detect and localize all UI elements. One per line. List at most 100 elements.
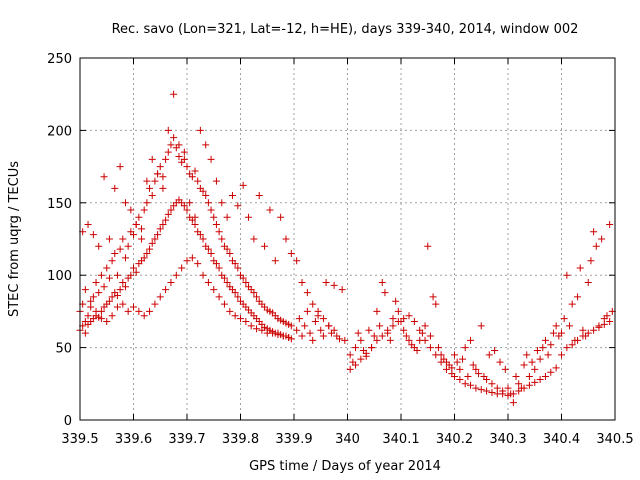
data-point [183, 206, 191, 214]
data-point [100, 173, 108, 181]
data-point [274, 331, 282, 339]
data-point [121, 199, 129, 207]
data-point [202, 192, 210, 200]
data-point [590, 228, 598, 236]
data-point [250, 289, 258, 297]
data-point [563, 271, 571, 279]
data-point [116, 286, 124, 294]
data-point [154, 170, 162, 178]
data-point [595, 323, 603, 331]
data-point [509, 399, 517, 407]
data-point [322, 278, 330, 286]
data-point [178, 264, 186, 272]
data-point [199, 187, 207, 195]
data-point [231, 289, 239, 297]
data-point [421, 322, 429, 330]
data-point [212, 260, 220, 268]
data-point [172, 271, 180, 279]
data-point [279, 332, 287, 340]
data-point [113, 303, 121, 311]
data-point [84, 221, 92, 229]
data-point [456, 365, 464, 373]
data-point [453, 358, 461, 366]
data-point [204, 199, 212, 207]
data-point [215, 228, 223, 236]
y-tick-label: 200 [47, 124, 72, 139]
data-point [266, 206, 274, 214]
data-point [402, 332, 410, 340]
data-point [464, 373, 472, 381]
data-point [119, 300, 127, 308]
data-point [483, 375, 491, 383]
data-point [568, 300, 576, 308]
data-point [156, 163, 164, 171]
data-point [162, 286, 170, 294]
data-point [434, 344, 442, 352]
data-point [105, 235, 113, 243]
data-point [309, 300, 317, 308]
data-point [424, 242, 432, 250]
data-point [154, 231, 162, 239]
data-point [376, 322, 384, 330]
data-point [97, 315, 105, 323]
data-point [132, 268, 140, 276]
y-axis-label: STEC from uqrg / TECUs [7, 161, 22, 317]
data-point [467, 381, 475, 389]
data-point [389, 315, 397, 323]
data-point [584, 278, 592, 286]
data-point [116, 163, 124, 171]
data-point [525, 381, 533, 389]
data-point [207, 206, 215, 214]
data-point [352, 361, 360, 369]
data-point [92, 278, 100, 286]
data-point [598, 235, 606, 243]
data-point [175, 152, 183, 160]
data-point [212, 221, 220, 229]
data-point [477, 322, 485, 330]
data-point [536, 375, 544, 383]
data-point [357, 355, 365, 363]
data-point [338, 286, 346, 294]
data-point [303, 307, 311, 315]
data-point [461, 344, 469, 352]
data-point [477, 386, 485, 394]
data-point [301, 322, 309, 330]
data-point [547, 368, 555, 376]
data-point [325, 322, 333, 330]
data-point [309, 336, 317, 344]
data-point [183, 163, 191, 171]
data-point [81, 329, 89, 337]
data-point [606, 221, 614, 229]
data-point [218, 235, 226, 243]
data-point [469, 361, 477, 369]
data-point [509, 390, 517, 398]
data-point [319, 315, 327, 323]
x-tick-label: 339.9 [275, 432, 312, 447]
data-point [100, 283, 108, 291]
data-point [194, 177, 202, 185]
data-point [491, 346, 499, 354]
data-point [127, 206, 135, 214]
data-point [531, 365, 539, 373]
data-point [576, 264, 584, 272]
data-point [584, 329, 592, 337]
x-tick-label: 340.5 [596, 432, 633, 447]
data-point [381, 289, 389, 297]
y-tick-label: 100 [47, 269, 72, 284]
data-point [432, 351, 440, 359]
data-point [215, 264, 223, 272]
data-point [95, 289, 103, 297]
x-tick-label: 340 [335, 432, 360, 447]
data-point [159, 184, 167, 192]
data-point [103, 264, 111, 272]
data-point [199, 271, 207, 279]
data-point [151, 235, 159, 243]
data-point [146, 307, 154, 315]
data-point [504, 391, 512, 399]
data-point [456, 375, 464, 383]
data-point [293, 257, 301, 265]
data-point [183, 257, 191, 265]
data-point [298, 278, 306, 286]
data-point [242, 318, 250, 326]
data-point [148, 192, 156, 200]
